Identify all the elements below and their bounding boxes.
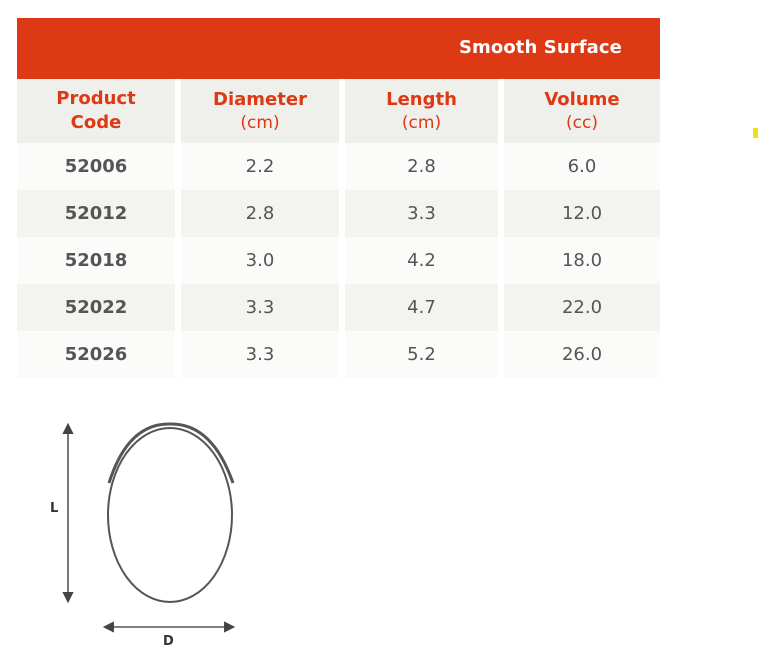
table-row: 52018 3.0 4.2 18.0 <box>17 237 660 284</box>
length-cell: 3.3 <box>345 190 498 237</box>
column-title-line2: Code <box>70 112 122 133</box>
product-code-cell: 52012 <box>17 190 175 237</box>
table-row: 52012 2.8 3.3 12.0 <box>17 190 660 237</box>
volume-cell: 22.0 <box>504 284 660 331</box>
table-row: 52026 3.3 5.2 26.0 <box>17 331 660 378</box>
diameter-cell: 2.2 <box>181 143 339 190</box>
volume-cell: 12.0 <box>504 190 660 237</box>
implant-top-shell <box>107 422 235 484</box>
product-code-cell: 52022 <box>17 284 175 331</box>
diameter-cell: 3.0 <box>181 237 339 284</box>
product-code-cell: 52018 <box>17 237 175 284</box>
oval-implant-drawing <box>62 422 236 633</box>
yellow-marker <box>753 128 758 138</box>
diameter-cell: 3.3 <box>181 284 339 331</box>
column-title: Product <box>56 88 136 109</box>
product-spec-table: Smooth Surface Product Code Diameter (cm… <box>17 18 660 378</box>
volume-cell: 6.0 <box>504 143 660 190</box>
length-cell: 4.2 <box>345 237 498 284</box>
column-header-length: Length (cm) <box>345 79 498 143</box>
banner-title: Smooth Surface <box>458 37 622 58</box>
column-header-volume: Volume (cc) <box>504 79 660 143</box>
column-title: Length <box>386 89 457 110</box>
volume-cell: 26.0 <box>504 331 660 378</box>
diameter-label: D <box>163 634 174 649</box>
column-unit: (cm) <box>401 113 442 133</box>
column-title: Volume <box>544 89 620 110</box>
table-row: 52022 3.3 4.7 22.0 <box>17 284 660 331</box>
length-cell: 2.8 <box>345 143 498 190</box>
implant-dimension-diagram: L D <box>40 415 260 651</box>
diameter-cell: 2.8 <box>181 190 339 237</box>
product-code-cell: 52026 <box>17 331 175 378</box>
volume-cell: 18.0 <box>504 237 660 284</box>
table-banner: Smooth Surface <box>17 18 660 79</box>
length-cell: 5.2 <box>345 331 498 378</box>
implant-outline <box>107 427 233 603</box>
product-code-cell: 52006 <box>17 143 175 190</box>
table-header-row: Product Code Diameter (cm) Length (cm) V… <box>17 79 660 143</box>
table-row: 52006 2.2 2.8 6.0 <box>17 143 660 190</box>
column-header-product-code: Product Code <box>17 79 175 143</box>
length-label: L <box>50 501 59 516</box>
column-unit: (cc) <box>566 113 598 133</box>
column-title: Diameter <box>213 89 307 110</box>
diameter-cell: 3.3 <box>181 331 339 378</box>
length-cell: 4.7 <box>345 284 498 331</box>
column-unit: (cm) <box>240 113 280 133</box>
column-header-diameter: Diameter (cm) <box>181 79 339 143</box>
